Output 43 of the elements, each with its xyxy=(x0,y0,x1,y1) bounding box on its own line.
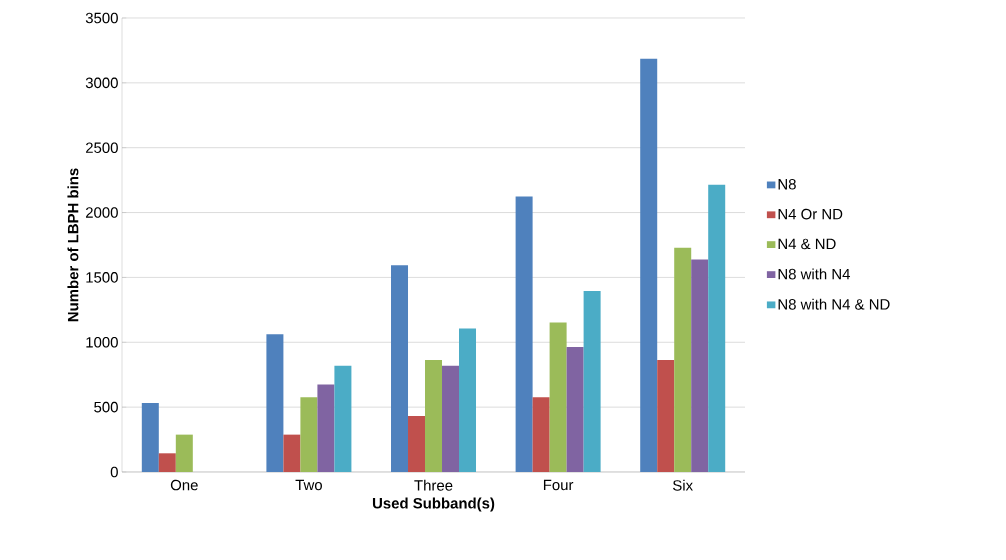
y-tick-label: 3000 xyxy=(85,77,118,89)
bar xyxy=(515,196,533,472)
bar xyxy=(657,359,675,472)
bar xyxy=(549,322,567,472)
bar xyxy=(640,58,658,472)
legend-label: N8 xyxy=(778,178,796,190)
y-tick-label: 2500 xyxy=(86,142,118,153)
bar xyxy=(317,384,335,472)
bar xyxy=(691,259,709,472)
y-axis-title: Number of LBPH bins xyxy=(67,168,79,322)
bar xyxy=(334,365,352,472)
bar xyxy=(442,365,460,472)
y-tick-label: 3500 xyxy=(85,12,118,24)
y-tick-label: 1500 xyxy=(86,272,118,283)
bar xyxy=(175,434,193,472)
bar xyxy=(532,397,550,472)
bar xyxy=(459,328,477,472)
x-axis-title: Used Subband(s) xyxy=(372,497,495,512)
bar xyxy=(408,415,426,472)
bar xyxy=(425,359,443,472)
bar xyxy=(674,247,692,472)
y-tick-label: 0 xyxy=(110,466,118,478)
x-tick-label: Three xyxy=(414,479,453,491)
x-tick-label: One xyxy=(170,479,198,491)
legend-label: N8 with N4 & ND xyxy=(778,298,890,310)
y-tick-label: 500 xyxy=(94,401,118,413)
x-tick-label: Two xyxy=(295,479,322,491)
legend-label: N4 & ND xyxy=(778,238,836,250)
legend-label: N8 with N4 xyxy=(778,268,851,280)
y-tick-label: 1000 xyxy=(86,336,118,348)
bar xyxy=(566,347,584,472)
bar xyxy=(266,334,284,472)
bar xyxy=(158,453,176,472)
bar xyxy=(283,434,301,472)
legend-label: N4 Or ND xyxy=(778,208,843,220)
bar xyxy=(708,184,726,472)
bar xyxy=(141,403,159,472)
x-tick-label: Six xyxy=(673,479,693,491)
bar xyxy=(391,265,409,472)
bar xyxy=(583,291,601,472)
x-tick-label: Four xyxy=(543,479,574,491)
bar xyxy=(300,397,318,472)
y-tick-label: 2000 xyxy=(86,207,118,218)
